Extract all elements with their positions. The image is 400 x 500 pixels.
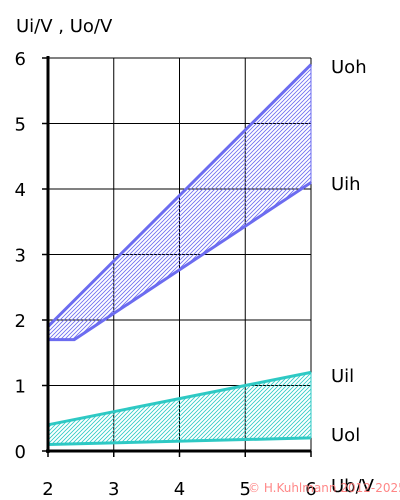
- y-tick-label-1: 1: [15, 377, 26, 398]
- series-label-uol: Uol: [331, 425, 360, 446]
- band-uil-uol: [48, 372, 311, 445]
- series-lines: [46, 63, 313, 446]
- y-tick-label-3: 3: [15, 246, 26, 267]
- series-labels: Uoh Uih Uil Uol: [331, 57, 367, 446]
- tick-labels: 0 1 2 3 4 5 6 2 3 4 5 6: [15, 49, 317, 500]
- copyright-text: © H.Kuhlmann 2012-2025: [248, 481, 400, 495]
- series-label-uil: Uil: [331, 366, 354, 387]
- axes: [42, 56, 312, 457]
- x-tick-label-6: 6: [305, 479, 316, 500]
- x-tick-label-3: 3: [108, 479, 119, 500]
- series-line-uoh: [46, 63, 313, 328]
- x-tick-label-4: 4: [174, 479, 185, 500]
- x-axis-label: Ub/V: [331, 476, 375, 497]
- series-label-uih: Uih: [331, 174, 361, 195]
- y-tick-label-5: 5: [15, 115, 26, 136]
- y-tick-label-2: 2: [15, 311, 26, 332]
- y-tick-label-0: 0: [15, 442, 26, 463]
- x-tick-label-2: 2: [42, 479, 53, 500]
- y-tick-label-6: 6: [15, 49, 26, 70]
- band-uoh-uih: [48, 64, 311, 340]
- bands: [48, 64, 312, 445]
- y-axis-label: Ui/V , Uo/V: [16, 16, 113, 37]
- series-line-uih: [48, 181, 312, 342]
- y-tick-label-4: 4: [15, 180, 26, 201]
- series-label-uoh: Uoh: [331, 57, 367, 78]
- series-line-uol: [47, 436, 312, 446]
- series-line-uil: [47, 370, 312, 427]
- x-tick-label-5: 5: [240, 479, 251, 500]
